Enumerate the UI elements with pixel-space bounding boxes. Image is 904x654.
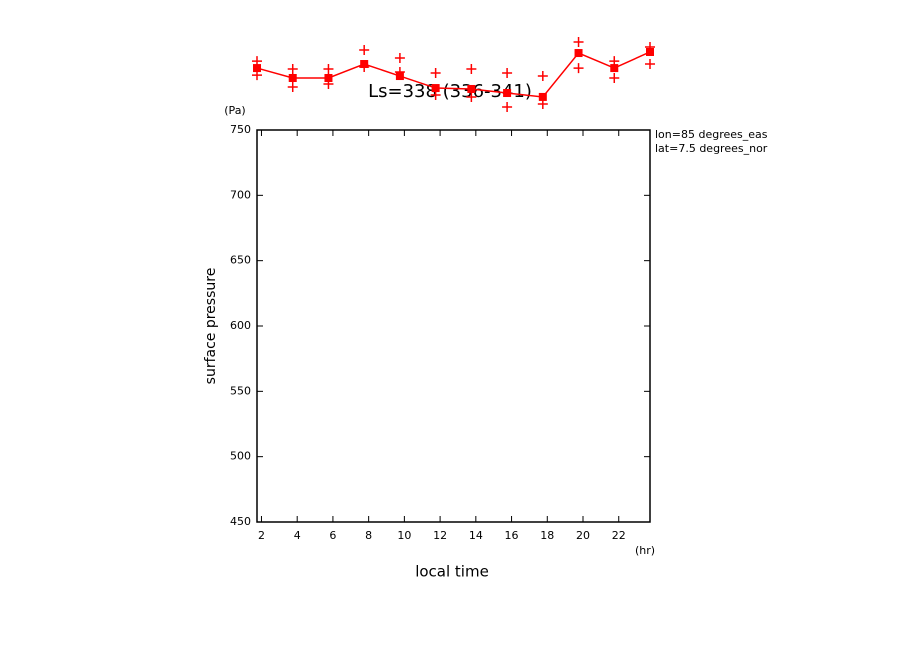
x-tick-label: 22: [612, 529, 626, 542]
x-tick-label: 8: [365, 529, 372, 542]
x-tick-label: 16: [505, 529, 519, 542]
sample-marker: [394, 53, 405, 64]
data-point: [610, 64, 619, 73]
y-unit: (Pa): [224, 104, 245, 117]
sample-marker: [359, 62, 370, 73]
y-axis-label: surface pressure: [203, 268, 219, 385]
x-tick-label: 20: [576, 529, 590, 542]
sample-marker: [252, 70, 262, 81]
sample-marker: [645, 59, 655, 70]
sample-marker: [502, 68, 513, 79]
sample-marker: [537, 71, 548, 82]
x-tick-label: 10: [397, 529, 411, 542]
sample-marker: [323, 63, 334, 74]
x-tick-label: 6: [329, 529, 336, 542]
x-unit: (hr): [635, 544, 655, 557]
x-tick-label: 14: [469, 529, 483, 542]
sample-marker: [502, 102, 513, 113]
sample-marker: [252, 56, 262, 67]
sample-marker: [287, 82, 298, 93]
x-tick-label: 2: [258, 529, 265, 542]
data-point: [538, 92, 547, 101]
sample-marker: [287, 63, 298, 74]
plot-frame: [256, 129, 651, 523]
data-point: [503, 89, 512, 98]
sample-marker: [609, 56, 620, 67]
sample-marker: [430, 68, 441, 79]
y-tick-label: 700: [230, 188, 251, 201]
data-point: [467, 84, 476, 93]
data-point: [431, 84, 440, 93]
chart-title: Ls=338 (336-341): [368, 81, 532, 102]
x-tick-label: 18: [540, 529, 554, 542]
sample-marker: [573, 63, 584, 74]
sample-marker: [323, 79, 334, 90]
data-point: [324, 73, 333, 82]
y-tick-label: 450: [230, 515, 251, 528]
sample-marker: [573, 37, 584, 48]
data-point: [288, 73, 297, 82]
y-tick-label: 750: [230, 123, 251, 136]
x-tick-label: 4: [294, 529, 301, 542]
sample-marker: [537, 98, 548, 109]
y-tick-label: 600: [230, 319, 251, 332]
sample-marker: [466, 91, 477, 102]
sample-marker: [466, 63, 477, 74]
data-point: [253, 64, 261, 73]
data-line: [256, 51, 651, 98]
sample-marker: [394, 66, 405, 77]
y-tick-label: 650: [230, 254, 251, 267]
data-point: [574, 49, 583, 58]
annotation: lat=7.5 degrees_nor: [655, 142, 768, 155]
sample-marker: [609, 72, 620, 83]
annotation: lon=85 degrees_eas: [655, 128, 768, 141]
y-tick-label: 550: [230, 384, 251, 397]
y-tick-label: 500: [230, 450, 251, 463]
sample-marker: [645, 42, 655, 53]
x-tick-label: 12: [433, 529, 447, 542]
sample-marker: [430, 89, 441, 100]
x-axis-label: local time: [415, 563, 489, 581]
sample-marker: [359, 45, 370, 56]
